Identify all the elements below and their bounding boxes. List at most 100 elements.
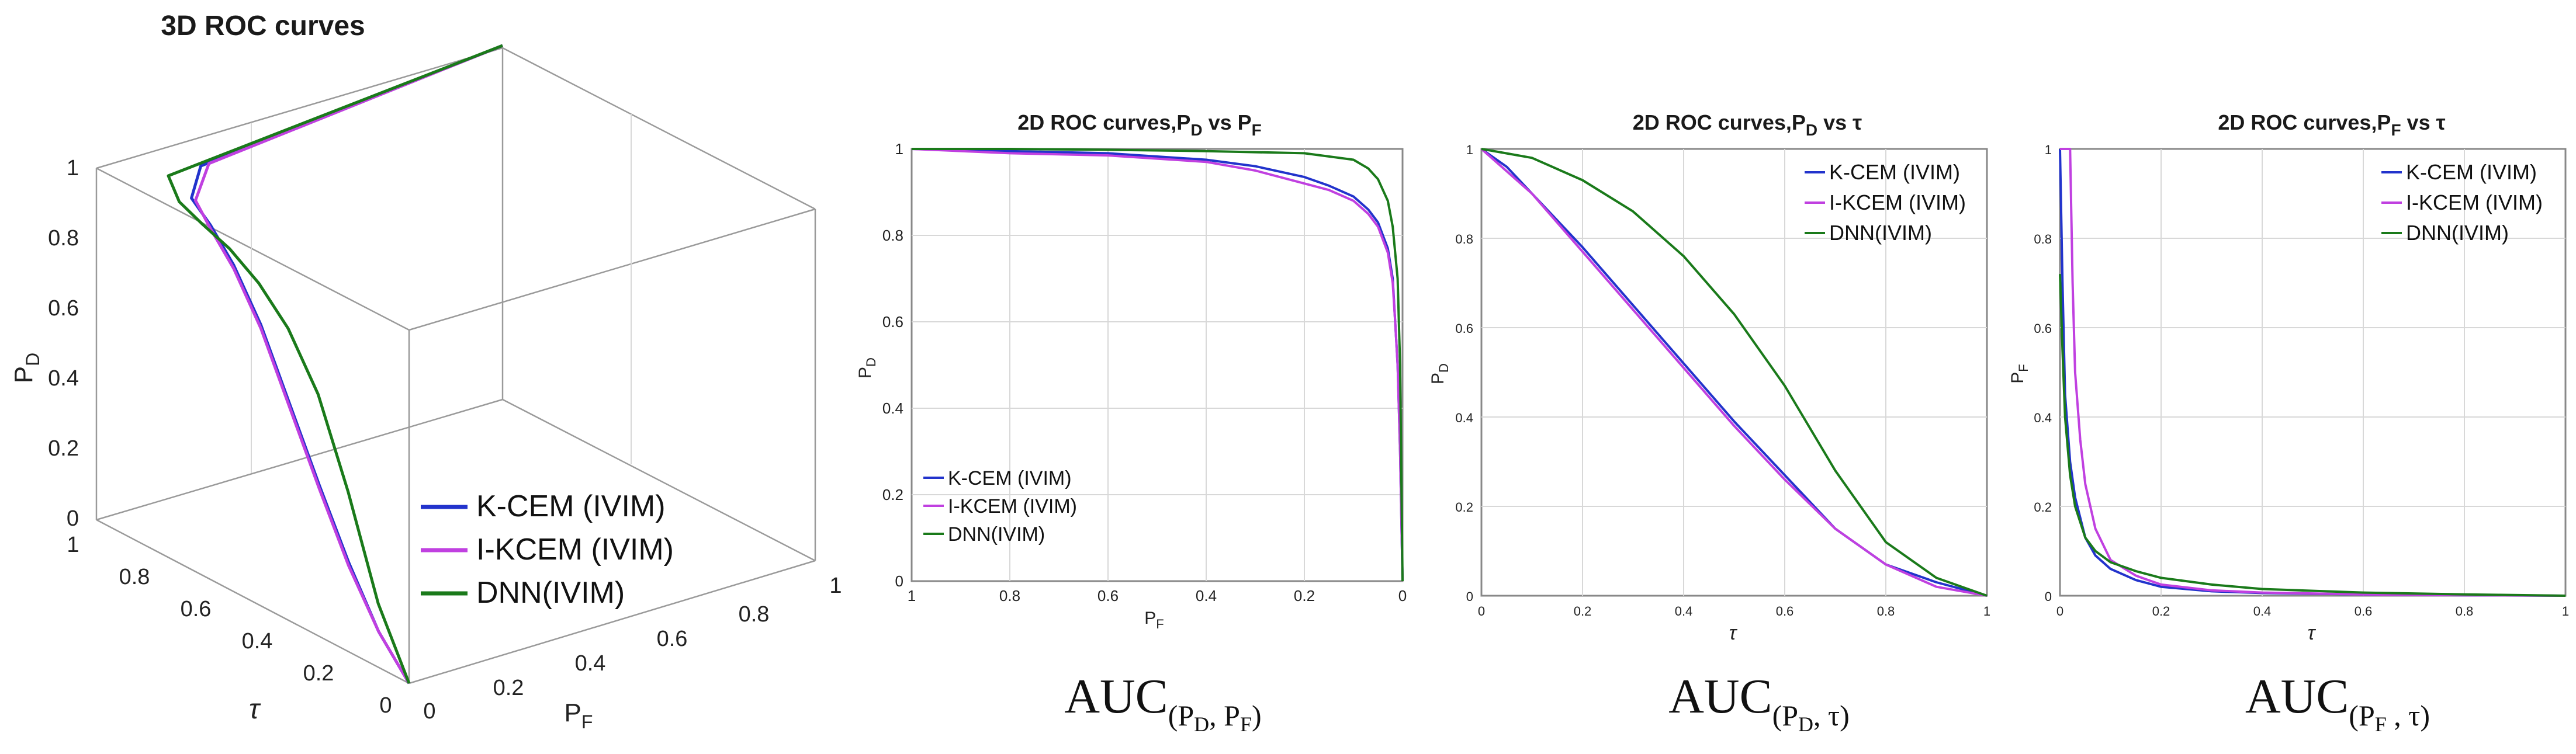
3d-z-tick: 0 <box>67 506 79 531</box>
chart-3d-title: 3D ROC curves <box>161 11 365 41</box>
x-tick-label: 0 <box>1478 604 1485 619</box>
3d-pf-tick: 0.4 <box>575 651 606 676</box>
chart-3d-roc: 3D ROC curves 0 0.2 0.4 0.6 0.8 1 PD <box>9 11 842 732</box>
x-tick-label: 0.4 <box>1196 587 1217 604</box>
y-tick-label: 1 <box>895 140 903 158</box>
3d-box-bottom-front-left <box>96 519 410 684</box>
y-tick-label: 0.4 <box>882 399 903 417</box>
series-line-kcem <box>1480 148 1988 597</box>
y-tick-label: 1 <box>1466 143 1473 157</box>
title-mid: vs τ <box>1817 110 1862 134</box>
series-line-dnn <box>912 148 1404 582</box>
y-label-main: P <box>1428 373 1448 384</box>
x-axis-label: PF <box>1144 609 1164 631</box>
x-tick-label: 1 <box>2562 604 2569 619</box>
auc-sub: (P <box>2349 699 2374 732</box>
y-tick-label: 0 <box>895 572 903 590</box>
x-ticks: 1 0.8 0.6 0.4 0.2 0 <box>908 587 1407 604</box>
plot-frame <box>1480 148 1988 597</box>
3d-tau-tick: 0.8 <box>119 565 150 589</box>
chart-pd-vs-tau: 2D ROC curves,PD vs τ 0 0.2 0.4 0.6 0.8 1 00.… <box>1428 110 1990 736</box>
legend-label-kcem: K-CEM (IVIM) <box>2406 160 2537 184</box>
auc-main: AUC <box>1668 669 1772 724</box>
x-label-sub: F <box>1156 617 1164 631</box>
legend-label-dnn: DNN(IVIM) <box>1829 221 1932 245</box>
3d-legend: K-CEM (IVIM) I-KCEM (IVIM) DNN(IVIM) <box>421 489 674 610</box>
3d-pf-tick: 0.8 <box>739 602 770 627</box>
3d-z-tick: 0.6 <box>48 296 79 321</box>
auc-sub1: D <box>1194 713 1209 736</box>
auc-main: AUC <box>1064 669 1168 724</box>
x-tick-label: 0 <box>2056 604 2063 619</box>
title-mid: vs τ <box>2401 110 2446 134</box>
x-tick-label: 1 <box>908 587 916 604</box>
title-main: 2D ROC curves,P <box>1017 110 1190 134</box>
plot-grid <box>1481 149 1987 596</box>
legend-label-kcem: K-CEM (IVIM) <box>1829 160 1960 184</box>
legend: K-CEM (IVIM) I-KCEM (IVIM) DNN(IVIM) <box>923 467 1077 545</box>
title-main: 2D ROC curves,P <box>1633 110 1806 134</box>
legend-label-kcem: K-CEM (IVIM) <box>476 489 666 523</box>
legend: K-CEM (IVIM) I-KCEM (IVIM) DNN(IVIM) <box>1805 160 1966 245</box>
3d-z-label-sub: D <box>22 353 43 366</box>
y-ticks: 0 0.2 0.4 0.6 0.8 1 <box>2034 143 2052 604</box>
3d-pf-ticks: 0 0.2 0.4 0.6 0.8 1 <box>423 574 842 724</box>
3d-box-bottom-back <box>96 398 816 562</box>
3d-z-tick: 1 <box>67 156 79 180</box>
3d-tau-label: τ <box>249 694 261 725</box>
x-tick-label: 0.8 <box>1877 604 1895 619</box>
series-group <box>911 148 1404 582</box>
legend: K-CEM (IVIM) I-KCEM (IVIM) DNN(IVIM) <box>2381 160 2543 245</box>
series-line-ikcem <box>2060 148 2566 597</box>
3d-tau-tick: 1 <box>67 533 79 557</box>
legend-label-dnn: DNN(IVIM) <box>476 576 625 610</box>
3d-tau-ticks: 1 0.8 0.6 0.4 0.2 0 <box>67 533 392 718</box>
x-tick-label: 0 <box>1398 587 1407 604</box>
legend-label-ikcem: I-KCEM (IVIM) <box>1829 190 1966 214</box>
x-axis-label: τ <box>1729 622 1738 644</box>
series-line-dnn <box>1481 148 1988 597</box>
x-tick-label: 0.2 <box>1574 604 1592 619</box>
auc-sub2: F <box>1240 713 1252 736</box>
auc-mid: , τ <box>1813 699 1840 732</box>
title-sub: F <box>1252 121 1262 139</box>
plot-frame <box>2059 148 2567 597</box>
3d-z-tick: 0.2 <box>48 436 79 461</box>
x-tick-label: 0.4 <box>1675 604 1693 619</box>
title-sub: D <box>1190 121 1202 139</box>
3d-z-ticks: 0 0.2 0.4 0.6 0.8 1 <box>48 156 79 531</box>
plot-grid <box>912 149 1403 581</box>
y-tick-label: 0.8 <box>1455 232 1473 246</box>
auc-sub1: D <box>1798 713 1813 736</box>
3d-series-line-kcem <box>190 44 503 684</box>
svg-text:PD: PD <box>856 357 878 378</box>
plot-frame <box>910 148 1404 582</box>
3d-z-tick: 0.4 <box>48 366 79 391</box>
svg-text:PF: PF <box>2008 364 2031 383</box>
x-tick-label: 0.6 <box>1776 604 1794 619</box>
y-ticks: 0 0.2 0.4 0.6 0.8 1 <box>1455 143 1473 604</box>
svg-text:PD: PD <box>1428 363 1451 384</box>
auc-end: ) <box>1840 699 1850 732</box>
y-tick-label: 0.2 <box>2034 500 2052 515</box>
3d-series-line-dnn <box>167 44 503 684</box>
auc-label-pd-tau: AUC(PD, τ) <box>1668 669 1850 736</box>
x-tick-label: 0.6 <box>2355 604 2373 619</box>
auc-mid: , P <box>1209 699 1240 732</box>
3d-pf-tick: 0.6 <box>657 627 688 651</box>
auc-sub1: F <box>2375 713 2387 736</box>
3d-pf-label-sub: F <box>581 711 593 732</box>
y-axis-label: PF <box>2008 364 2031 383</box>
x-ticks: 0 0.2 0.4 0.6 0.8 1 <box>1478 604 1990 619</box>
legend-label-ikcem: I-KCEM (IVIM) <box>948 495 1077 517</box>
3d-tau-tick: 0.6 <box>181 597 212 621</box>
auc-sub: (P <box>1772 699 1798 732</box>
y-tick-label: 0 <box>2045 589 2052 604</box>
y-tick-label: 0.2 <box>1455 500 1473 515</box>
y-label-sub: D <box>864 357 878 367</box>
svg-text:PD: PD <box>9 353 43 383</box>
3d-tau-tick: 0.2 <box>303 661 334 686</box>
legend-label-dnn: DNN(IVIM) <box>2406 221 2509 245</box>
legend-label-kcem: K-CEM (IVIM) <box>948 467 1072 489</box>
